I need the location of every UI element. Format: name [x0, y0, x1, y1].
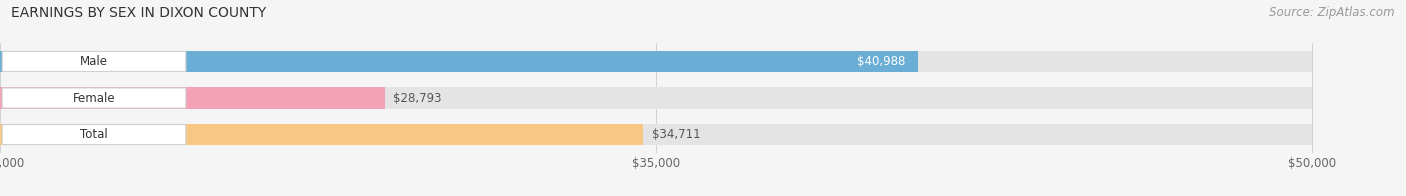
Text: $28,793: $28,793 [394, 92, 441, 104]
Bar [0, 124, 644, 145]
Text: Total: Total [80, 128, 108, 141]
Text: Source: ZipAtlas.com: Source: ZipAtlas.com [1270, 6, 1395, 19]
Text: Female: Female [73, 92, 115, 104]
Bar [0, 87, 1312, 109]
FancyBboxPatch shape [3, 124, 186, 145]
Text: Male: Male [80, 55, 108, 68]
Bar [0, 124, 1312, 145]
Text: $34,711: $34,711 [652, 128, 700, 141]
FancyBboxPatch shape [3, 88, 186, 108]
Bar [0, 51, 918, 72]
Bar [0, 51, 1312, 72]
FancyBboxPatch shape [3, 51, 186, 72]
Bar [0, 87, 385, 109]
Text: EARNINGS BY SEX IN DIXON COUNTY: EARNINGS BY SEX IN DIXON COUNTY [11, 6, 267, 20]
Text: $40,988: $40,988 [856, 55, 905, 68]
